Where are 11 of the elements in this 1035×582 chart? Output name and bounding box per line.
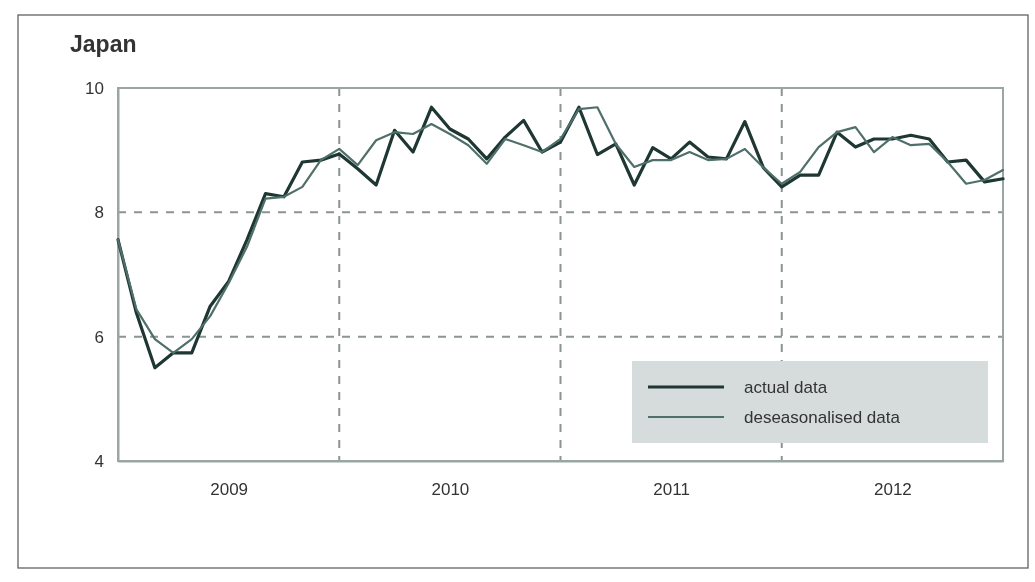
x-tick-label: 2009 — [210, 480, 249, 500]
x-tick-label: 2010 — [431, 480, 470, 500]
y-tick-label: 6 — [94, 327, 104, 347]
y-tick-label: 10 — [85, 78, 104, 98]
x-tick-label: 2012 — [873, 480, 912, 500]
legend-label: deseasonalised data — [744, 408, 901, 427]
legend-label: actual data — [744, 378, 828, 397]
chart-title: Japan — [70, 31, 137, 57]
y-tick-label: 8 — [94, 203, 104, 223]
y-tick-label: 4 — [94, 451, 104, 471]
x-tick-label: 2011 — [653, 480, 690, 500]
